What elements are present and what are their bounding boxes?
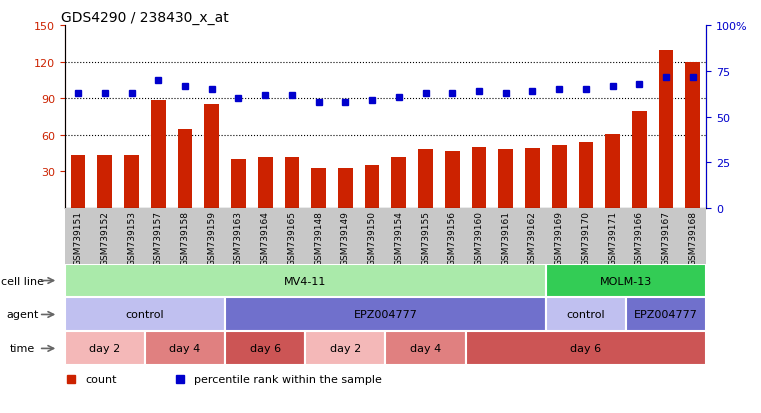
Bar: [365, 166, 380, 208]
Bar: [578, 143, 594, 208]
Bar: [605, 134, 620, 208]
Text: GSM739155: GSM739155: [421, 210, 430, 265]
Bar: [65, 264, 546, 298]
Bar: [498, 150, 513, 208]
Text: count: count: [85, 374, 116, 384]
Text: GSM739153: GSM739153: [127, 210, 136, 265]
Bar: [205, 105, 219, 208]
Text: control: control: [567, 310, 605, 320]
Text: control: control: [126, 310, 164, 320]
Text: day 4: day 4: [170, 344, 201, 354]
Text: GSM739169: GSM739169: [555, 210, 564, 265]
Text: GSM739167: GSM739167: [661, 210, 670, 265]
Text: MOLM-13: MOLM-13: [600, 276, 652, 286]
Bar: [65, 298, 225, 332]
Bar: [177, 129, 193, 208]
Bar: [419, 150, 433, 208]
Text: GSM739161: GSM739161: [501, 210, 510, 265]
Bar: [151, 100, 166, 208]
Text: GSM739170: GSM739170: [581, 210, 591, 265]
Bar: [124, 156, 139, 208]
Bar: [546, 264, 706, 298]
Text: EPZ004777: EPZ004777: [354, 310, 417, 320]
Bar: [258, 157, 272, 208]
Bar: [445, 151, 460, 208]
Bar: [525, 149, 540, 208]
Bar: [552, 145, 566, 208]
Text: GSM739151: GSM739151: [74, 210, 82, 265]
Text: GSM739159: GSM739159: [207, 210, 216, 265]
Text: GSM739152: GSM739152: [100, 210, 110, 265]
Text: GSM739164: GSM739164: [261, 210, 269, 265]
Bar: [285, 157, 299, 208]
Text: day 6: day 6: [570, 344, 601, 354]
Bar: [686, 63, 700, 208]
Bar: [145, 332, 225, 366]
Text: GSM739149: GSM739149: [341, 210, 350, 265]
Text: time: time: [10, 344, 35, 354]
Text: GSM739158: GSM739158: [180, 210, 189, 265]
Bar: [225, 332, 305, 366]
Text: day 2: day 2: [89, 344, 120, 354]
Text: day 2: day 2: [330, 344, 361, 354]
Text: GSM739157: GSM739157: [154, 210, 163, 265]
Text: GSM739165: GSM739165: [288, 210, 296, 265]
Bar: [632, 111, 647, 208]
Text: day 6: day 6: [250, 344, 281, 354]
Text: agent: agent: [6, 310, 39, 320]
Text: GSM739163: GSM739163: [234, 210, 243, 265]
Bar: [231, 160, 246, 208]
Text: GSM739154: GSM739154: [394, 210, 403, 265]
Bar: [386, 332, 466, 366]
Text: day 4: day 4: [410, 344, 441, 354]
Bar: [305, 332, 386, 366]
Bar: [65, 332, 145, 366]
Text: GSM739148: GSM739148: [314, 210, 323, 265]
Bar: [225, 298, 546, 332]
Text: EPZ004777: EPZ004777: [634, 310, 698, 320]
Text: GSM739171: GSM739171: [608, 210, 617, 265]
Bar: [472, 147, 486, 208]
Bar: [97, 156, 112, 208]
Text: MV4-11: MV4-11: [284, 276, 326, 286]
Text: GSM739162: GSM739162: [528, 210, 537, 265]
Text: GSM739168: GSM739168: [689, 210, 697, 265]
Text: GSM739150: GSM739150: [368, 210, 377, 265]
Bar: [466, 332, 706, 366]
Bar: [546, 298, 626, 332]
Text: percentile rank within the sample: percentile rank within the sample: [194, 374, 382, 384]
Bar: [71, 156, 85, 208]
Text: GSM739166: GSM739166: [635, 210, 644, 265]
Text: GDS4290 / 238430_x_at: GDS4290 / 238430_x_at: [62, 12, 229, 26]
Text: GSM739160: GSM739160: [475, 210, 483, 265]
Bar: [311, 168, 326, 208]
Bar: [338, 168, 352, 208]
Bar: [659, 51, 673, 208]
Text: GSM739156: GSM739156: [447, 210, 457, 265]
Bar: [626, 298, 706, 332]
Bar: [391, 157, 406, 208]
Text: cell line: cell line: [1, 276, 44, 286]
